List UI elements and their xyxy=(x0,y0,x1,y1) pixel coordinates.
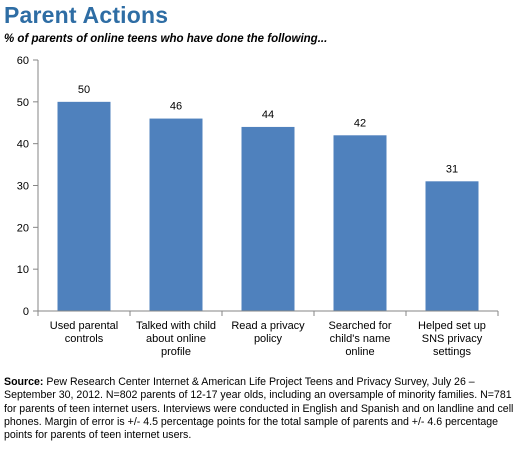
y-tick-label: 40 xyxy=(17,139,29,151)
category-label: Searched for child's name online xyxy=(329,320,392,358)
category-label-line: SNS privacy xyxy=(422,333,483,345)
y-tick-label: 0 xyxy=(23,306,29,318)
bars: 50 46 44 42 31 xyxy=(57,84,479,311)
data-label: 46 xyxy=(170,101,182,113)
category-label-line: Helped set up xyxy=(418,320,486,332)
y-tick-label: 20 xyxy=(17,222,29,234)
bar-chart: 0 10 20 30 40 50 60 50 46 44 42 31 Used parental co… xyxy=(17,55,499,358)
data-label: 42 xyxy=(354,117,366,129)
bar xyxy=(425,181,479,311)
category-label: Talked with child about online profile xyxy=(136,320,216,358)
category-label-line: profile xyxy=(161,346,191,358)
y-tick-label: 60 xyxy=(17,55,29,67)
data-label: 31 xyxy=(446,163,458,175)
category-label: Read a privacy policy xyxy=(231,320,305,345)
y-tick-label: 30 xyxy=(17,181,29,193)
bar xyxy=(149,118,203,311)
data-label: 50 xyxy=(78,84,90,96)
chart-subtitle: % of parents of online teens who have do… xyxy=(4,33,328,45)
x-axis: Used parental controls Talked with child ab… xyxy=(37,310,499,358)
category-label-line: controls xyxy=(65,333,104,345)
chart-title: Parent Actions xyxy=(4,2,169,28)
bar xyxy=(241,126,295,311)
category-label-line: policy xyxy=(254,333,283,345)
category-label-line: online xyxy=(345,346,374,358)
category-label: Helped set up SNS privacy settings xyxy=(418,320,486,358)
category-label: Used parental controls xyxy=(50,320,119,345)
category-label-line: settings xyxy=(433,346,471,358)
category-label-line: child's name xyxy=(330,333,391,345)
category-label-line: Talked with child xyxy=(136,320,216,332)
category-label-line: Read a privacy xyxy=(231,320,305,332)
y-tick-label: 10 xyxy=(17,264,29,276)
source-note: Source: Pew Research Center Internet & A… xyxy=(4,376,519,442)
category-label-line: about online xyxy=(146,333,206,345)
source-label: Source: xyxy=(4,376,44,388)
y-tick-label: 50 xyxy=(17,97,29,109)
y-axis: 0 10 20 30 40 50 60 xyxy=(17,55,39,318)
bar xyxy=(333,135,387,311)
category-label-line: Used parental xyxy=(50,320,119,332)
data-label: 44 xyxy=(262,109,274,121)
bar xyxy=(57,101,111,311)
source-text: Pew Research Center Internet & American … xyxy=(4,376,514,442)
category-label-line: Searched for xyxy=(329,320,392,332)
